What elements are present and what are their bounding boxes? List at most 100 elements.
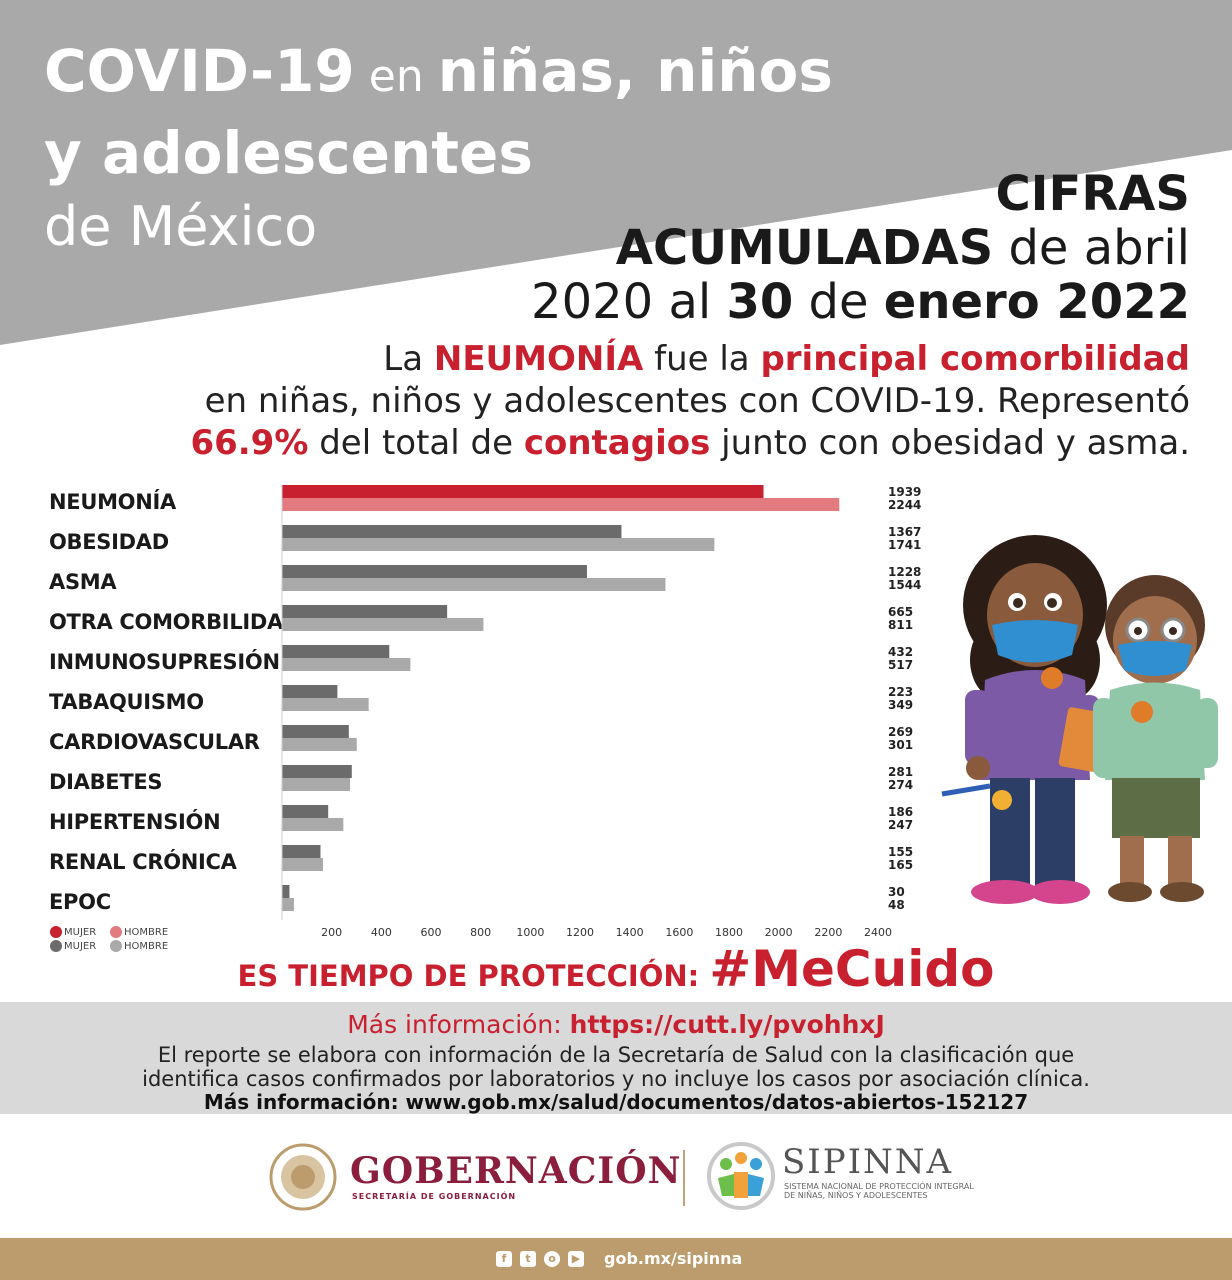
bar-mujer-3 bbox=[282, 605, 448, 618]
value-label-mujer: 269 bbox=[888, 725, 914, 739]
value-label-mujer: 30 bbox=[888, 885, 905, 899]
bar-hombre-8 bbox=[282, 818, 344, 831]
value-label-hombre: 1544 bbox=[888, 578, 922, 592]
footer-bar: gob.mx/sipinna bbox=[0, 1238, 1232, 1280]
logo-divider bbox=[683, 1150, 685, 1206]
gobernacion-seal-icon bbox=[269, 1143, 337, 1211]
x-tick-label: 600 bbox=[420, 926, 442, 939]
period-line1: CIFRAS bbox=[995, 166, 1190, 222]
x-tick-label: 800 bbox=[470, 926, 492, 939]
value-label-mujer: 1939 bbox=[888, 485, 922, 499]
category-label: INMUNOSUPRESIÓN bbox=[49, 650, 280, 674]
legend-item-highlight-hombre: HOMBRE bbox=[110, 926, 168, 938]
value-label-hombre: 2244 bbox=[888, 498, 922, 512]
x-tick-label: 400 bbox=[370, 926, 392, 939]
value-label-hombre: 301 bbox=[888, 738, 914, 752]
value-label-mujer: 281 bbox=[888, 765, 914, 779]
value-label-hombre: 1741 bbox=[888, 538, 922, 552]
bar-mujer-5 bbox=[282, 685, 338, 698]
instagram-icon[interactable]: o bbox=[544, 1251, 560, 1267]
x-tick-label: 1600 bbox=[665, 926, 694, 939]
value-label-mujer: 186 bbox=[888, 805, 914, 819]
intro-line3: 66.9% del total de contagios junto con o… bbox=[190, 423, 1190, 463]
category-label: ASMA bbox=[49, 570, 117, 594]
value-label-hombre: 274 bbox=[888, 778, 914, 792]
value-label-mujer: 155 bbox=[888, 845, 914, 859]
category-label: DIABETES bbox=[49, 770, 163, 794]
note-line2: identifica casos confirmados por laborat… bbox=[142, 1067, 1090, 1091]
category-label: OBESIDAD bbox=[49, 530, 169, 554]
bar-hombre-5 bbox=[282, 698, 369, 711]
category-label: HIPERTENSIÓN bbox=[49, 810, 221, 834]
legend-item-highlight-mujer: MUJER bbox=[50, 926, 96, 938]
x-tick-label: 2400 bbox=[864, 926, 892, 939]
value-label-hombre: 165 bbox=[888, 858, 914, 872]
value-label-mujer: 432 bbox=[888, 645, 914, 659]
bar-hombre-4 bbox=[282, 658, 411, 671]
bar-mujer-7 bbox=[282, 765, 352, 778]
bar-hombre-7 bbox=[282, 778, 351, 791]
facebook-icon[interactable]: f bbox=[496, 1251, 512, 1267]
page-title-line3: de México bbox=[44, 195, 318, 258]
header-background bbox=[0, 0, 1232, 345]
x-tick-label: 1400 bbox=[615, 926, 644, 939]
value-label-hombre: 517 bbox=[888, 658, 914, 672]
x-tick-label: 2200 bbox=[814, 926, 843, 939]
category-label: EPOC bbox=[49, 890, 111, 914]
bar-mujer-1 bbox=[282, 525, 622, 538]
bar-hombre-2 bbox=[282, 578, 666, 591]
bar-mujer-6 bbox=[282, 725, 349, 738]
note-line1: El reporte se elabora con información de… bbox=[157, 1043, 1075, 1067]
bar-mujer-4 bbox=[282, 645, 390, 658]
kids-illustration bbox=[941, 535, 1218, 904]
bar-mujer-0 bbox=[282, 485, 764, 498]
intro-line1: La NEUMONÍA fue la principal comorbilida… bbox=[383, 339, 1190, 379]
legend-item-mujer: MUJER bbox=[50, 940, 96, 952]
value-label-hombre: 247 bbox=[888, 818, 914, 832]
sipinna-subtitle: SISTEMA NACIONAL DE PROTECCIÓN INTEGRAL … bbox=[784, 1182, 974, 1200]
category-label: RENAL CRÓNICA bbox=[49, 850, 237, 874]
value-label-hombre: 48 bbox=[888, 898, 905, 912]
value-label-hombre: 349 bbox=[888, 698, 914, 712]
bar-hombre-0 bbox=[282, 498, 840, 511]
x-tick-label: 200 bbox=[321, 926, 343, 939]
bar-hombre-10 bbox=[282, 898, 294, 911]
more-info-link[interactable]: Más información: https://cutt.ly/pvohhxJ bbox=[347, 1010, 885, 1039]
intro-line2: en niñas, niños y adolescentes con COVID… bbox=[204, 381, 1190, 421]
info-band bbox=[0, 1002, 1232, 1114]
bar-hombre-9 bbox=[282, 858, 323, 871]
bar-hombre-3 bbox=[282, 618, 484, 631]
bar-mujer-8 bbox=[282, 805, 329, 818]
bar-mujer-9 bbox=[282, 845, 321, 858]
category-label: CARDIOVASCULAR bbox=[49, 730, 260, 754]
gobernacion-logo-text: GOBERNACIÓN bbox=[350, 1150, 682, 1192]
value-label-mujer: 1228 bbox=[888, 565, 922, 579]
x-tick-label: 1800 bbox=[715, 926, 743, 939]
youtube-icon[interactable]: ▶ bbox=[568, 1251, 584, 1267]
x-tick-label: 1200 bbox=[566, 926, 594, 939]
value-label-mujer: 1367 bbox=[888, 525, 922, 539]
category-label: OTRA COMORBILIDAD bbox=[49, 610, 301, 634]
comorbidity-bar-chart bbox=[281, 485, 840, 920]
value-label-mujer: 223 bbox=[888, 685, 914, 699]
x-tick-label: 1000 bbox=[516, 926, 545, 939]
x-tick-label: 2000 bbox=[764, 926, 793, 939]
category-label: NEUMONÍA bbox=[49, 490, 176, 514]
period-line3: 2020 al 30 de enero 2022 bbox=[531, 274, 1190, 330]
bar-mujer-2 bbox=[282, 565, 587, 578]
bar-mujer-10 bbox=[282, 885, 290, 898]
legend-item-hombre: HOMBRE bbox=[110, 940, 168, 952]
category-label: TABAQUISMO bbox=[49, 690, 204, 714]
value-label-hombre: 811 bbox=[888, 618, 914, 632]
page-title-line2: y adolescentes bbox=[44, 119, 533, 187]
sipinna-logo-text: SIPINNA bbox=[782, 1142, 954, 1182]
more-info-datos-abiertos[interactable]: Más información: www.gob.mx/salud/docume… bbox=[203, 1090, 1029, 1114]
footer-url[interactable]: gob.mx/sipinna bbox=[604, 1249, 743, 1268]
page-title-line1: COVID-19 en niñas, niños bbox=[44, 37, 833, 105]
sipinna-logo-icon bbox=[707, 1142, 775, 1210]
bar-hombre-1 bbox=[282, 538, 715, 551]
slogan: ES TIEMPO DE PROTECCIÓN: #MeCuido bbox=[237, 940, 995, 998]
period-line2: ACUMULADAS de abril bbox=[615, 220, 1190, 276]
twitter-icon[interactable]: t bbox=[520, 1251, 536, 1267]
value-label-mujer: 665 bbox=[888, 605, 914, 619]
